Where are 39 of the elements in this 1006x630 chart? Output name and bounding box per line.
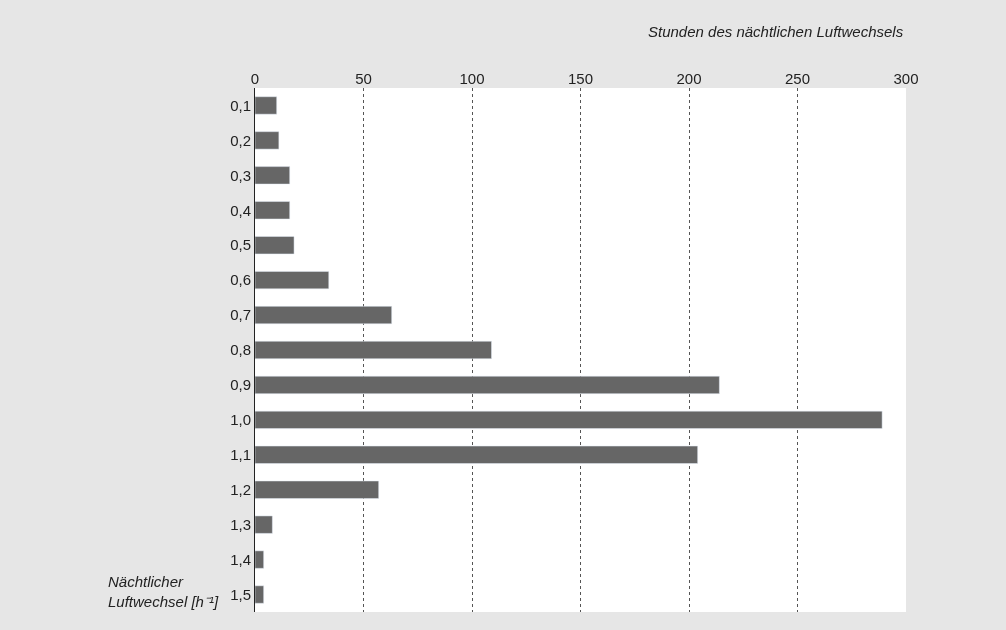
bar bbox=[255, 201, 290, 220]
bar bbox=[255, 306, 392, 325]
x-tick-label: 150 bbox=[567, 70, 594, 87]
y-tick-label: 1,0 bbox=[230, 411, 251, 429]
y-axis-title: Nächtlicher Luftwechsel [h⁻¹] bbox=[108, 573, 219, 610]
bar bbox=[255, 341, 492, 359]
y-tick-label: 0,8 bbox=[230, 341, 251, 359]
y-tick-label: 0,5 bbox=[230, 236, 251, 254]
y-tick-label: 0,7 bbox=[230, 306, 251, 324]
y-tick-label: 1,5 bbox=[230, 585, 251, 603]
y-tick-label: 0,1 bbox=[230, 96, 251, 114]
bar bbox=[255, 131, 280, 150]
bar bbox=[255, 375, 720, 394]
y-tick-label: 0,2 bbox=[230, 131, 251, 149]
y-tick-label: 1,1 bbox=[230, 446, 251, 464]
bar bbox=[255, 271, 330, 290]
bar bbox=[255, 96, 277, 115]
y-tick-label: 1,2 bbox=[230, 480, 251, 498]
bar bbox=[255, 445, 698, 464]
y-tick-label: 0,4 bbox=[230, 201, 251, 219]
x-axis-title: Stunden des nächtlichen Luftwechsels bbox=[648, 23, 904, 40]
y-tick-label: 0,3 bbox=[230, 166, 251, 184]
x-tick-label: 0 bbox=[250, 70, 260, 87]
x-tick-label: 100 bbox=[459, 70, 485, 87]
y-tick-label: 0,6 bbox=[230, 271, 251, 289]
bar bbox=[255, 515, 273, 534]
y-tick-label: 0,9 bbox=[230, 376, 251, 394]
y-tick-label: 1,3 bbox=[230, 515, 251, 533]
y-tick-label: 1,4 bbox=[230, 550, 251, 568]
bar bbox=[255, 550, 264, 569]
x-tick-label: 300 bbox=[893, 70, 919, 87]
x-tick-label: 200 bbox=[676, 70, 702, 87]
bar bbox=[255, 585, 264, 604]
bar bbox=[255, 236, 295, 255]
bar bbox=[255, 480, 379, 499]
x-tick-label: 250 bbox=[784, 70, 811, 87]
x-tick-label: 50 bbox=[355, 70, 372, 87]
bar bbox=[255, 166, 290, 185]
bar bbox=[255, 410, 883, 429]
